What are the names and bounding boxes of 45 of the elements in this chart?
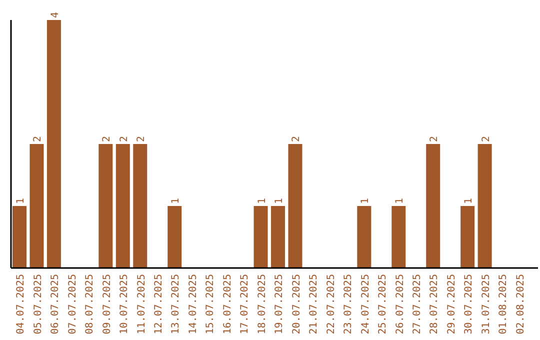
x-tick-label: 16.07.2025: [222, 274, 234, 334]
x-tick-label: 01.08.2025: [498, 274, 510, 334]
x-tick-label: 22.07.2025: [326, 274, 337, 334]
x-tick-label: 11.07.2025: [136, 274, 148, 334]
x-tick-label: 02.08.2025: [515, 274, 526, 334]
x-tick-label: 25.07.2025: [378, 274, 389, 334]
data-label: 1: [394, 198, 406, 204]
data-label: 2: [429, 136, 440, 142]
x-tick-label: 15.07.2025: [205, 274, 216, 334]
x-tick-label: 31.07.2025: [480, 274, 492, 334]
x-tick-label: 19.07.2025: [274, 274, 286, 334]
data-label: 2: [102, 136, 113, 142]
data-label: 2: [291, 136, 302, 142]
data-label: 2: [32, 136, 44, 142]
x-tick-label: 26.07.2025: [394, 274, 406, 334]
x-tick-label: 10.07.2025: [119, 274, 130, 334]
data-label: 1: [274, 198, 285, 204]
x-tick-label: 17.07.2025: [240, 274, 251, 334]
x-tick-label: 27.07.2025: [412, 274, 423, 334]
x-tick-label: 29.07.2025: [446, 274, 458, 334]
data-label: 1: [170, 198, 182, 204]
data-label: 2: [480, 136, 492, 142]
data-label: 1: [256, 198, 268, 204]
x-tick-label: 05.07.2025: [32, 274, 44, 334]
data-label: 1: [16, 198, 26, 204]
x-tick-label: 14.07.2025: [188, 274, 199, 334]
x-tick-label: 13.07.2025: [170, 274, 182, 334]
x-tick-label: 04.07.2025: [16, 274, 27, 334]
x-tick-label: 09.07.2025: [102, 274, 113, 334]
data-label: 2: [136, 136, 148, 142]
data-label: 1: [464, 198, 475, 204]
data-label: 2: [118, 136, 130, 142]
x-tick-label: 08.07.2025: [84, 274, 96, 334]
x-tick-label: 21.07.2025: [308, 274, 320, 334]
x-tick-label: 28.07.2025: [429, 274, 440, 334]
x-tick-label: 07.07.2025: [67, 274, 78, 334]
x-tick-label: 18.07.2025: [256, 274, 268, 334]
x-tick-label: 24.07.2025: [360, 274, 372, 334]
x-tick-label: 23.07.2025: [343, 274, 354, 334]
x-tick-label: 12.07.2025: [153, 274, 164, 334]
x-tick-label: 30.07.2025: [464, 274, 475, 334]
x-tick-label: 20.07.2025: [291, 274, 302, 334]
data-label: 1: [360, 198, 372, 204]
x-tick-label: 06.07.2025: [50, 274, 62, 334]
data-label: 4: [50, 12, 61, 18]
